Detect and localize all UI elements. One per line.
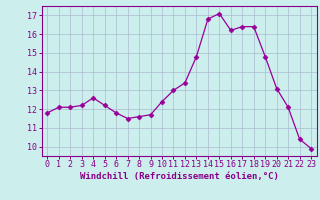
X-axis label: Windchill (Refroidissement éolien,°C): Windchill (Refroidissement éolien,°C) <box>80 172 279 181</box>
